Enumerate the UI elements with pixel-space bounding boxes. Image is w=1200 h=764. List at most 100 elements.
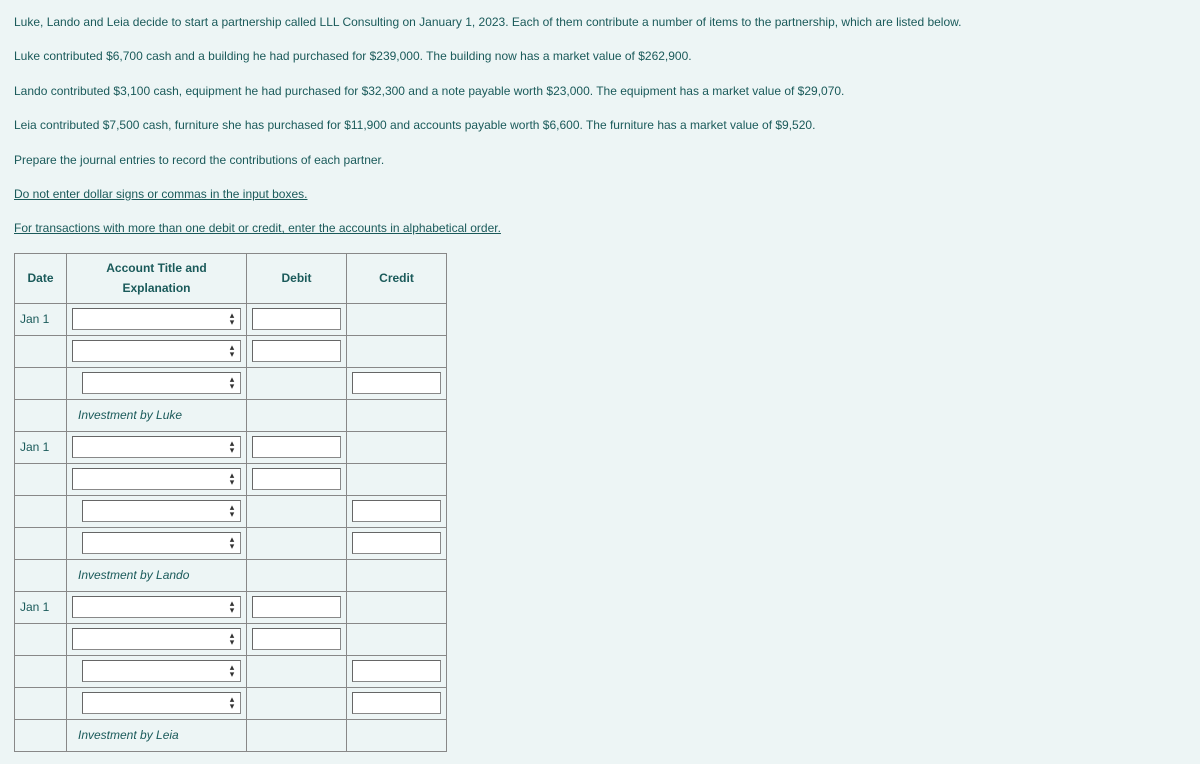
explanation-text: Investment by Lando	[72, 565, 241, 585]
debit-cell	[247, 399, 347, 431]
explanation-text: Investment by Luke	[72, 405, 241, 425]
credit-input[interactable]	[352, 660, 441, 682]
debit-input[interactable]	[252, 468, 341, 490]
debit-cell	[247, 655, 347, 687]
dropdown-caret-icon	[224, 471, 240, 487]
account-select[interactable]	[82, 660, 241, 682]
debit-cell	[247, 495, 347, 527]
account-select[interactable]	[72, 628, 241, 650]
credit-cell	[347, 399, 447, 431]
dropdown-caret-icon	[224, 631, 240, 647]
date-cell	[15, 367, 67, 399]
table-row: Investment by Leia	[15, 719, 447, 751]
debit-input[interactable]	[252, 340, 341, 362]
account-cell	[67, 591, 247, 623]
table-row	[15, 463, 447, 495]
credit-cell	[347, 623, 447, 655]
table-row	[15, 495, 447, 527]
account-cell	[67, 687, 247, 719]
account-select[interactable]	[82, 532, 241, 554]
dropdown-caret-icon	[224, 535, 240, 551]
debit-input[interactable]	[252, 436, 341, 458]
debit-cell	[247, 367, 347, 399]
account-cell: Investment by Lando	[67, 559, 247, 591]
date-cell	[15, 623, 67, 655]
account-cell	[67, 335, 247, 367]
credit-input[interactable]	[352, 372, 441, 394]
debit-cell	[247, 591, 347, 623]
credit-input[interactable]	[352, 692, 441, 714]
header-date: Date	[15, 253, 67, 303]
credit-cell	[347, 719, 447, 751]
table-row	[15, 655, 447, 687]
date-cell	[15, 559, 67, 591]
date-cell: Jan 1	[15, 431, 67, 463]
debit-cell	[247, 687, 347, 719]
explanation-text: Investment by Leia	[72, 725, 241, 745]
header-debit: Debit	[247, 253, 347, 303]
account-cell	[67, 367, 247, 399]
debit-cell	[247, 559, 347, 591]
table-row	[15, 687, 447, 719]
account-select[interactable]	[72, 340, 241, 362]
credit-cell	[347, 463, 447, 495]
account-cell: Investment by Luke	[67, 399, 247, 431]
debit-cell	[247, 623, 347, 655]
dropdown-caret-icon	[224, 343, 240, 359]
header-credit: Credit	[347, 253, 447, 303]
account-cell	[67, 655, 247, 687]
account-cell	[67, 527, 247, 559]
debit-input[interactable]	[252, 596, 341, 618]
problem-p3: Lando contributed $3,100 cash, equipment…	[14, 81, 1186, 101]
account-cell: Investment by Leia	[67, 719, 247, 751]
problem-p2: Luke contributed $6,700 cash and a build…	[14, 46, 1186, 66]
date-cell: Jan 1	[15, 591, 67, 623]
date-cell	[15, 399, 67, 431]
date-cell	[15, 719, 67, 751]
dropdown-caret-icon	[224, 599, 240, 615]
credit-cell	[347, 559, 447, 591]
account-select[interactable]	[72, 308, 241, 330]
date-cell	[15, 527, 67, 559]
account-select[interactable]	[82, 372, 241, 394]
table-row	[15, 527, 447, 559]
account-cell	[67, 623, 247, 655]
date-cell	[15, 335, 67, 367]
account-cell	[67, 303, 247, 335]
account-select[interactable]	[72, 596, 241, 618]
table-row: Jan 1	[15, 591, 447, 623]
dropdown-caret-icon	[224, 375, 240, 391]
account-select[interactable]	[72, 436, 241, 458]
credit-cell	[347, 335, 447, 367]
dropdown-caret-icon	[224, 695, 240, 711]
credit-cell	[347, 527, 447, 559]
date-cell	[15, 655, 67, 687]
dropdown-caret-icon	[224, 311, 240, 327]
account-select[interactable]	[82, 692, 241, 714]
account-select[interactable]	[72, 468, 241, 490]
table-row: Jan 1	[15, 431, 447, 463]
debit-cell	[247, 335, 347, 367]
credit-cell	[347, 655, 447, 687]
debit-cell	[247, 719, 347, 751]
date-cell	[15, 495, 67, 527]
table-row: Investment by Lando	[15, 559, 447, 591]
problem-p5: Prepare the journal entries to record th…	[14, 150, 1186, 170]
table-row	[15, 335, 447, 367]
instruction-line1: Do not enter dollar signs or commas in t…	[14, 184, 1186, 204]
journal-entry-table: Date Account Title and Explanation Debit…	[14, 253, 447, 752]
credit-input[interactable]	[352, 500, 441, 522]
debit-cell	[247, 431, 347, 463]
account-select[interactable]	[82, 500, 241, 522]
credit-cell	[347, 687, 447, 719]
debit-input[interactable]	[252, 628, 341, 650]
credit-cell	[347, 367, 447, 399]
debit-input[interactable]	[252, 308, 341, 330]
credit-cell	[347, 431, 447, 463]
credit-input[interactable]	[352, 532, 441, 554]
header-account: Account Title and Explanation	[67, 253, 247, 303]
date-cell	[15, 463, 67, 495]
table-row	[15, 367, 447, 399]
table-row	[15, 623, 447, 655]
debit-cell	[247, 463, 347, 495]
